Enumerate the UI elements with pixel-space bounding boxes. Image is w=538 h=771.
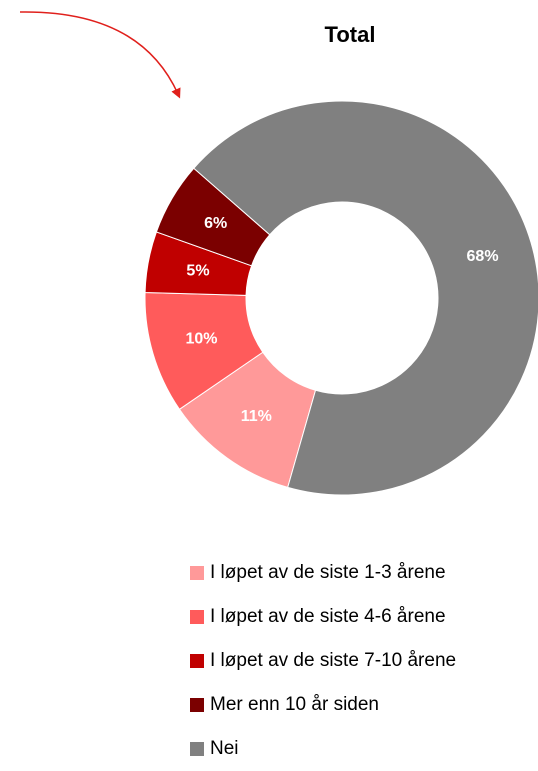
legend-swatch xyxy=(190,610,204,624)
legend-label: I løpet av de siste 4-6 årene xyxy=(210,606,446,627)
chart-title: Total xyxy=(325,22,376,47)
data-label: 11% xyxy=(241,408,272,425)
legend-label: Mer enn 10 år siden xyxy=(210,694,379,715)
legend-swatch xyxy=(190,654,204,668)
legend-label: Nei xyxy=(210,738,239,759)
data-label: 10% xyxy=(185,331,217,348)
legend-swatch xyxy=(190,698,204,712)
data-label: 5% xyxy=(186,262,209,279)
legend-label: I løpet av de siste 7-10 årene xyxy=(210,650,456,671)
legend-swatch xyxy=(190,742,204,756)
arrow xyxy=(19,11,181,99)
data-label: 68% xyxy=(467,248,499,265)
slice xyxy=(193,100,538,496)
data-label: 6% xyxy=(204,215,227,232)
legend-swatch xyxy=(190,566,204,580)
legend-label: I løpet av de siste 1-3 årene xyxy=(210,562,446,583)
